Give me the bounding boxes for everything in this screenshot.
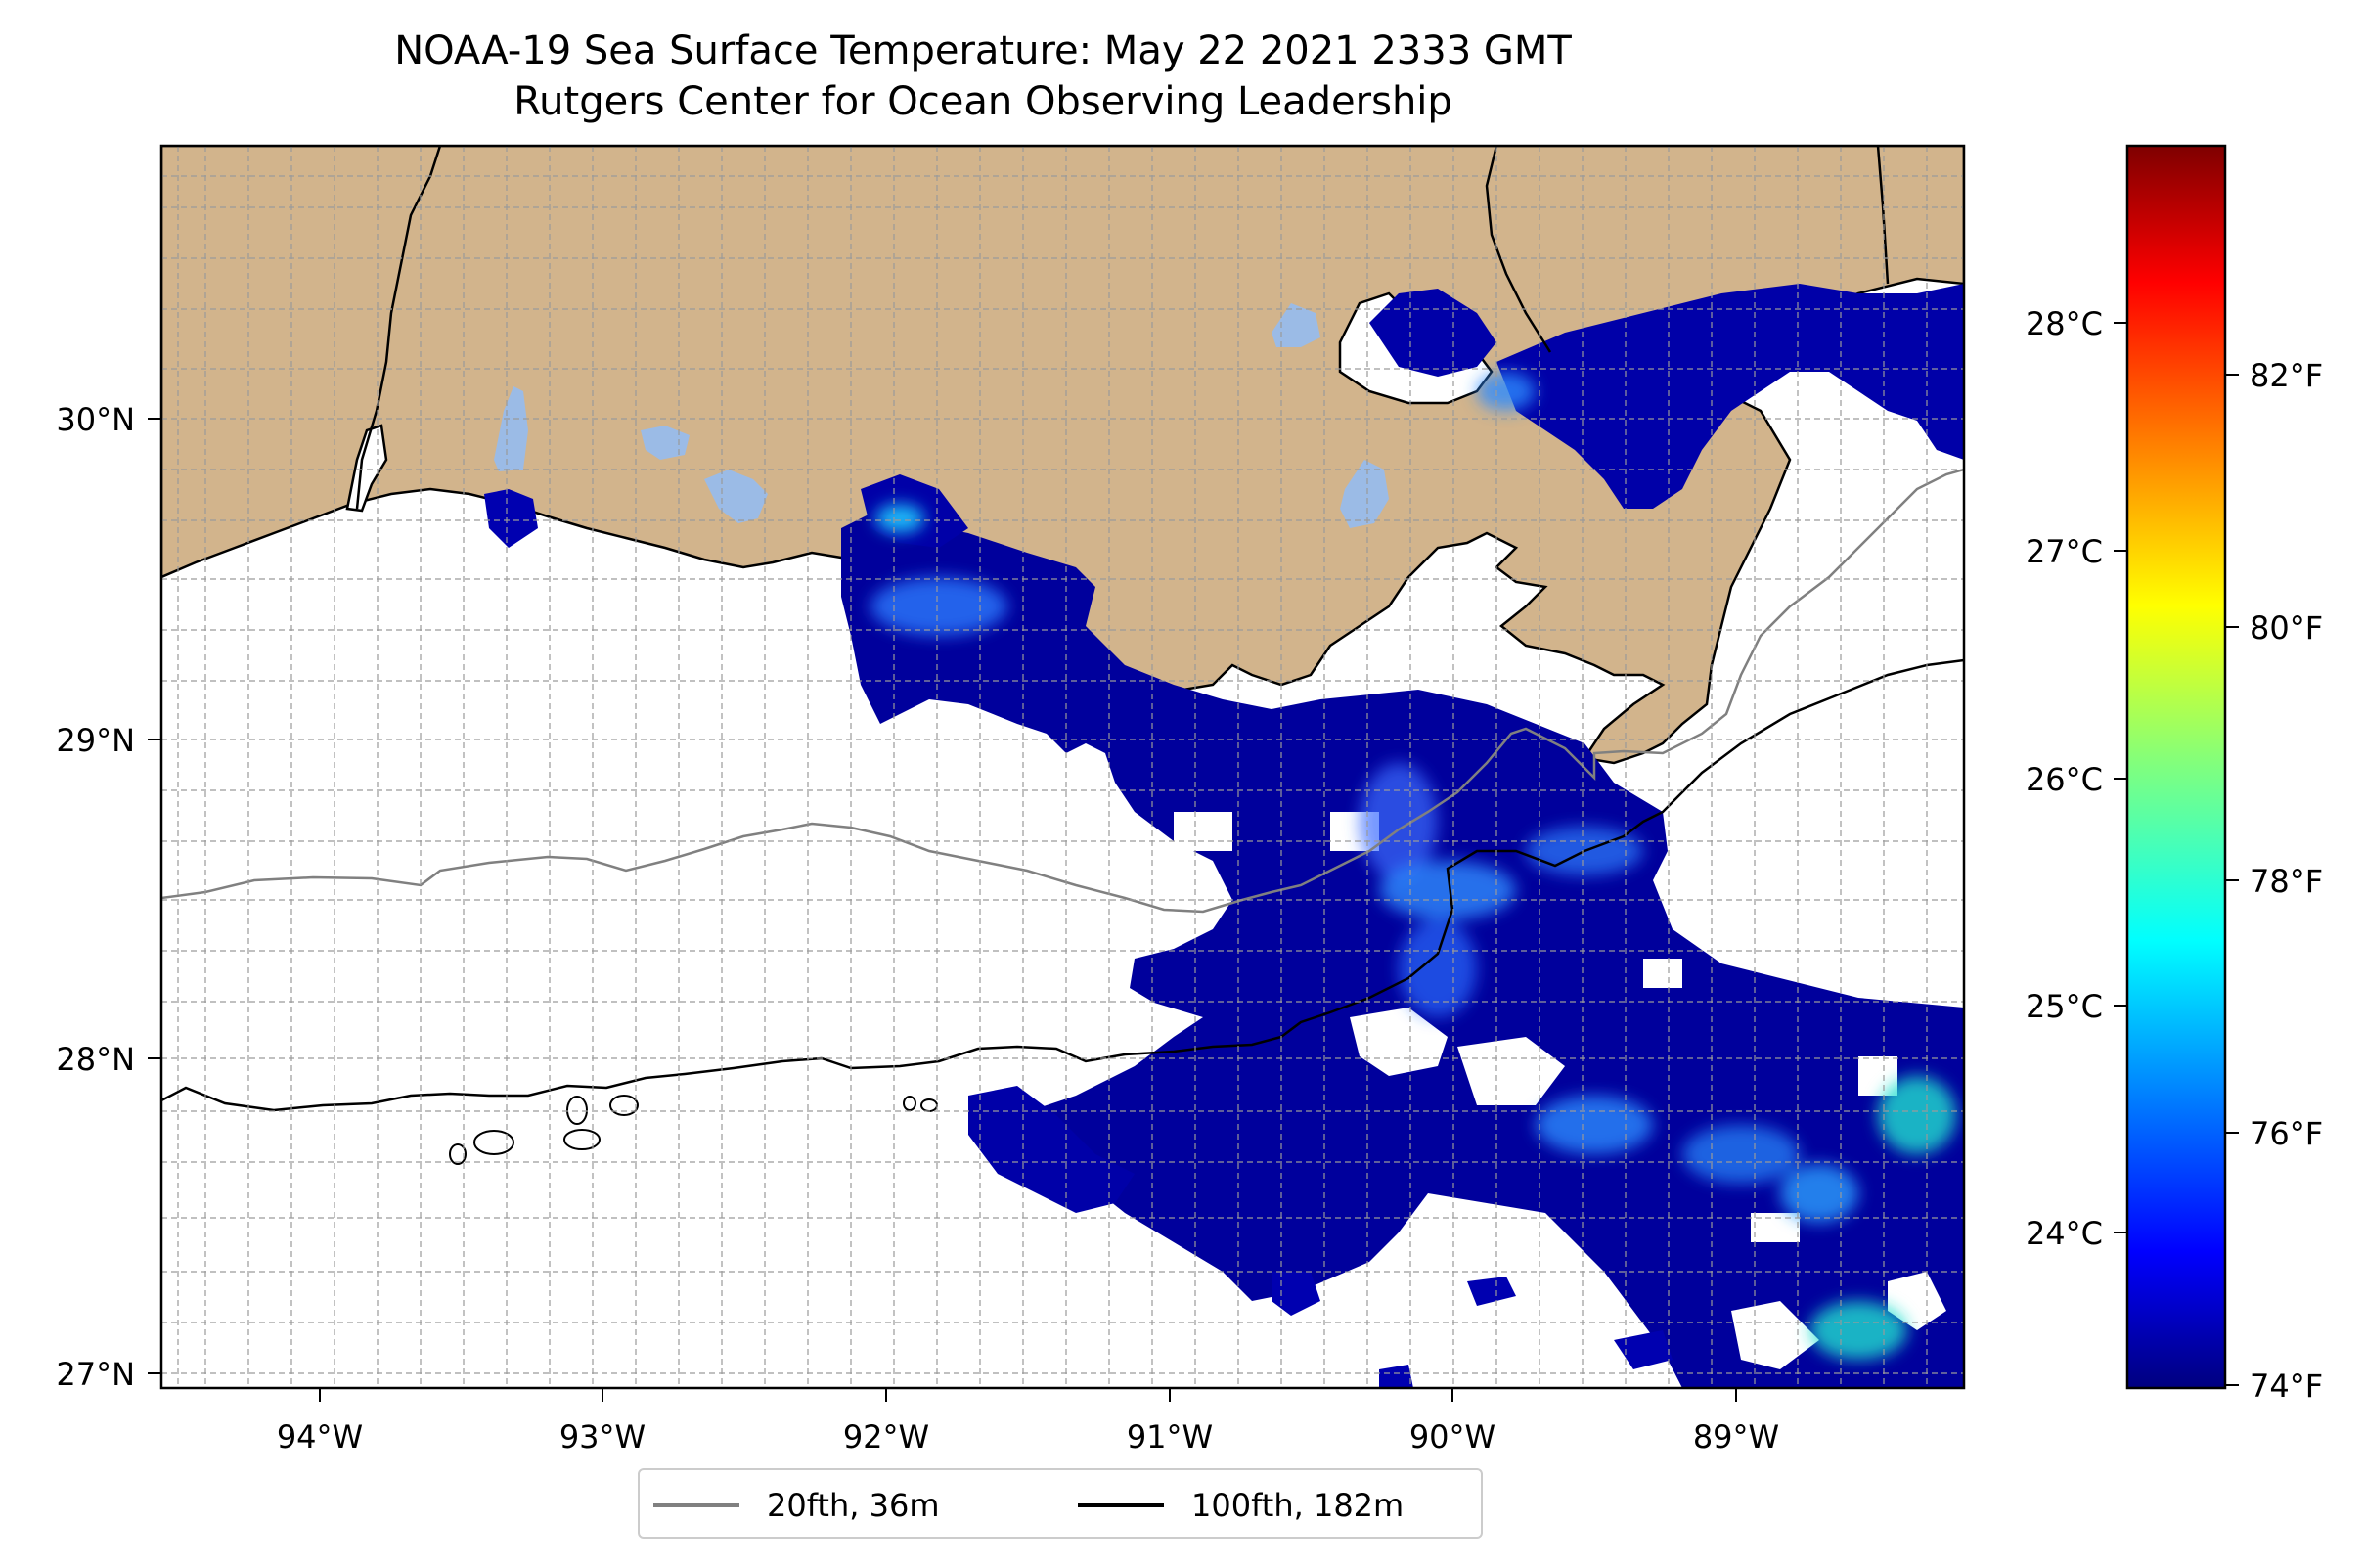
legend: 20fth, 36m 100fth, 182m <box>638 1468 1483 1539</box>
lon-tick-label: 92°W <box>843 1418 929 1456</box>
lat-tick-label: 27°N <box>56 1356 135 1393</box>
lat-tick-label: 29°N <box>56 722 135 759</box>
legend-item-20fth: 20fth, 36m <box>653 1488 939 1523</box>
fahrenheit-tick-label: 82°F <box>2250 357 2323 394</box>
celsius-tick-label: 28°C <box>2026 305 2103 342</box>
lakes <box>494 303 1389 528</box>
graticule <box>161 146 1964 1388</box>
state-borders <box>355 146 1890 510</box>
lon-tick-label: 89°W <box>1693 1418 1779 1456</box>
legend-label: 20fth, 36m <box>767 1487 940 1524</box>
calcasieu-lake <box>345 424 388 513</box>
legend-line-gray <box>653 1503 739 1507</box>
celsius-tick-label: 27°C <box>2026 533 2103 570</box>
fahrenheit-tick-label: 76°F <box>2250 1115 2323 1152</box>
fahrenheit-tick-label: 80°F <box>2250 609 2323 647</box>
lon-tick-label: 90°W <box>1409 1418 1495 1456</box>
lon-tick-label: 91°W <box>1127 1418 1213 1456</box>
banks-islands <box>449 1095 938 1165</box>
celsius-tick-label: 24°C <box>2026 1215 2103 1252</box>
chart-subtitle: Rutgers Center for Ocean Observing Leade… <box>513 79 1452 124</box>
lon-labels: 94°W 93°W 92°W 91°W 90°W 89°W <box>277 1418 1779 1456</box>
lat-tick-label: 28°N <box>56 1041 135 1078</box>
colorbar: 28°C 27°C 26°C 25°C 24°C 82°F 80°F 78°F … <box>2026 144 2323 1405</box>
lat-tick-label: 30°N <box>56 401 135 438</box>
legend-item-100fth: 100fth, 182m <box>1078 1488 1404 1523</box>
contour-20fth <box>161 468 1964 914</box>
fahrenheit-tick-label: 74°F <box>2250 1367 2323 1405</box>
lat-labels: 30°N 29°N 28°N 27°N <box>56 401 135 1393</box>
axis-ticks <box>148 418 1737 1402</box>
chart-title: NOAA-19 Sea Surface Temperature: May 22 … <box>394 28 1572 73</box>
legend-label: 100fth, 182m <box>1191 1487 1405 1524</box>
lon-tick-label: 93°W <box>559 1418 646 1456</box>
map-frame <box>159 144 1966 1390</box>
celsius-tick-label: 26°C <box>2026 761 2103 798</box>
fahrenheit-tick-label: 78°F <box>2250 863 2323 900</box>
colorbar-gradient <box>2125 144 2227 1390</box>
lon-tick-label: 94°W <box>277 1418 363 1456</box>
contour-100fth <box>161 658 1964 1112</box>
map-panel <box>161 146 1964 1388</box>
land-area <box>161 146 1964 765</box>
celsius-tick-label: 25°C <box>2026 988 2103 1025</box>
legend-line-black <box>1078 1503 1164 1507</box>
